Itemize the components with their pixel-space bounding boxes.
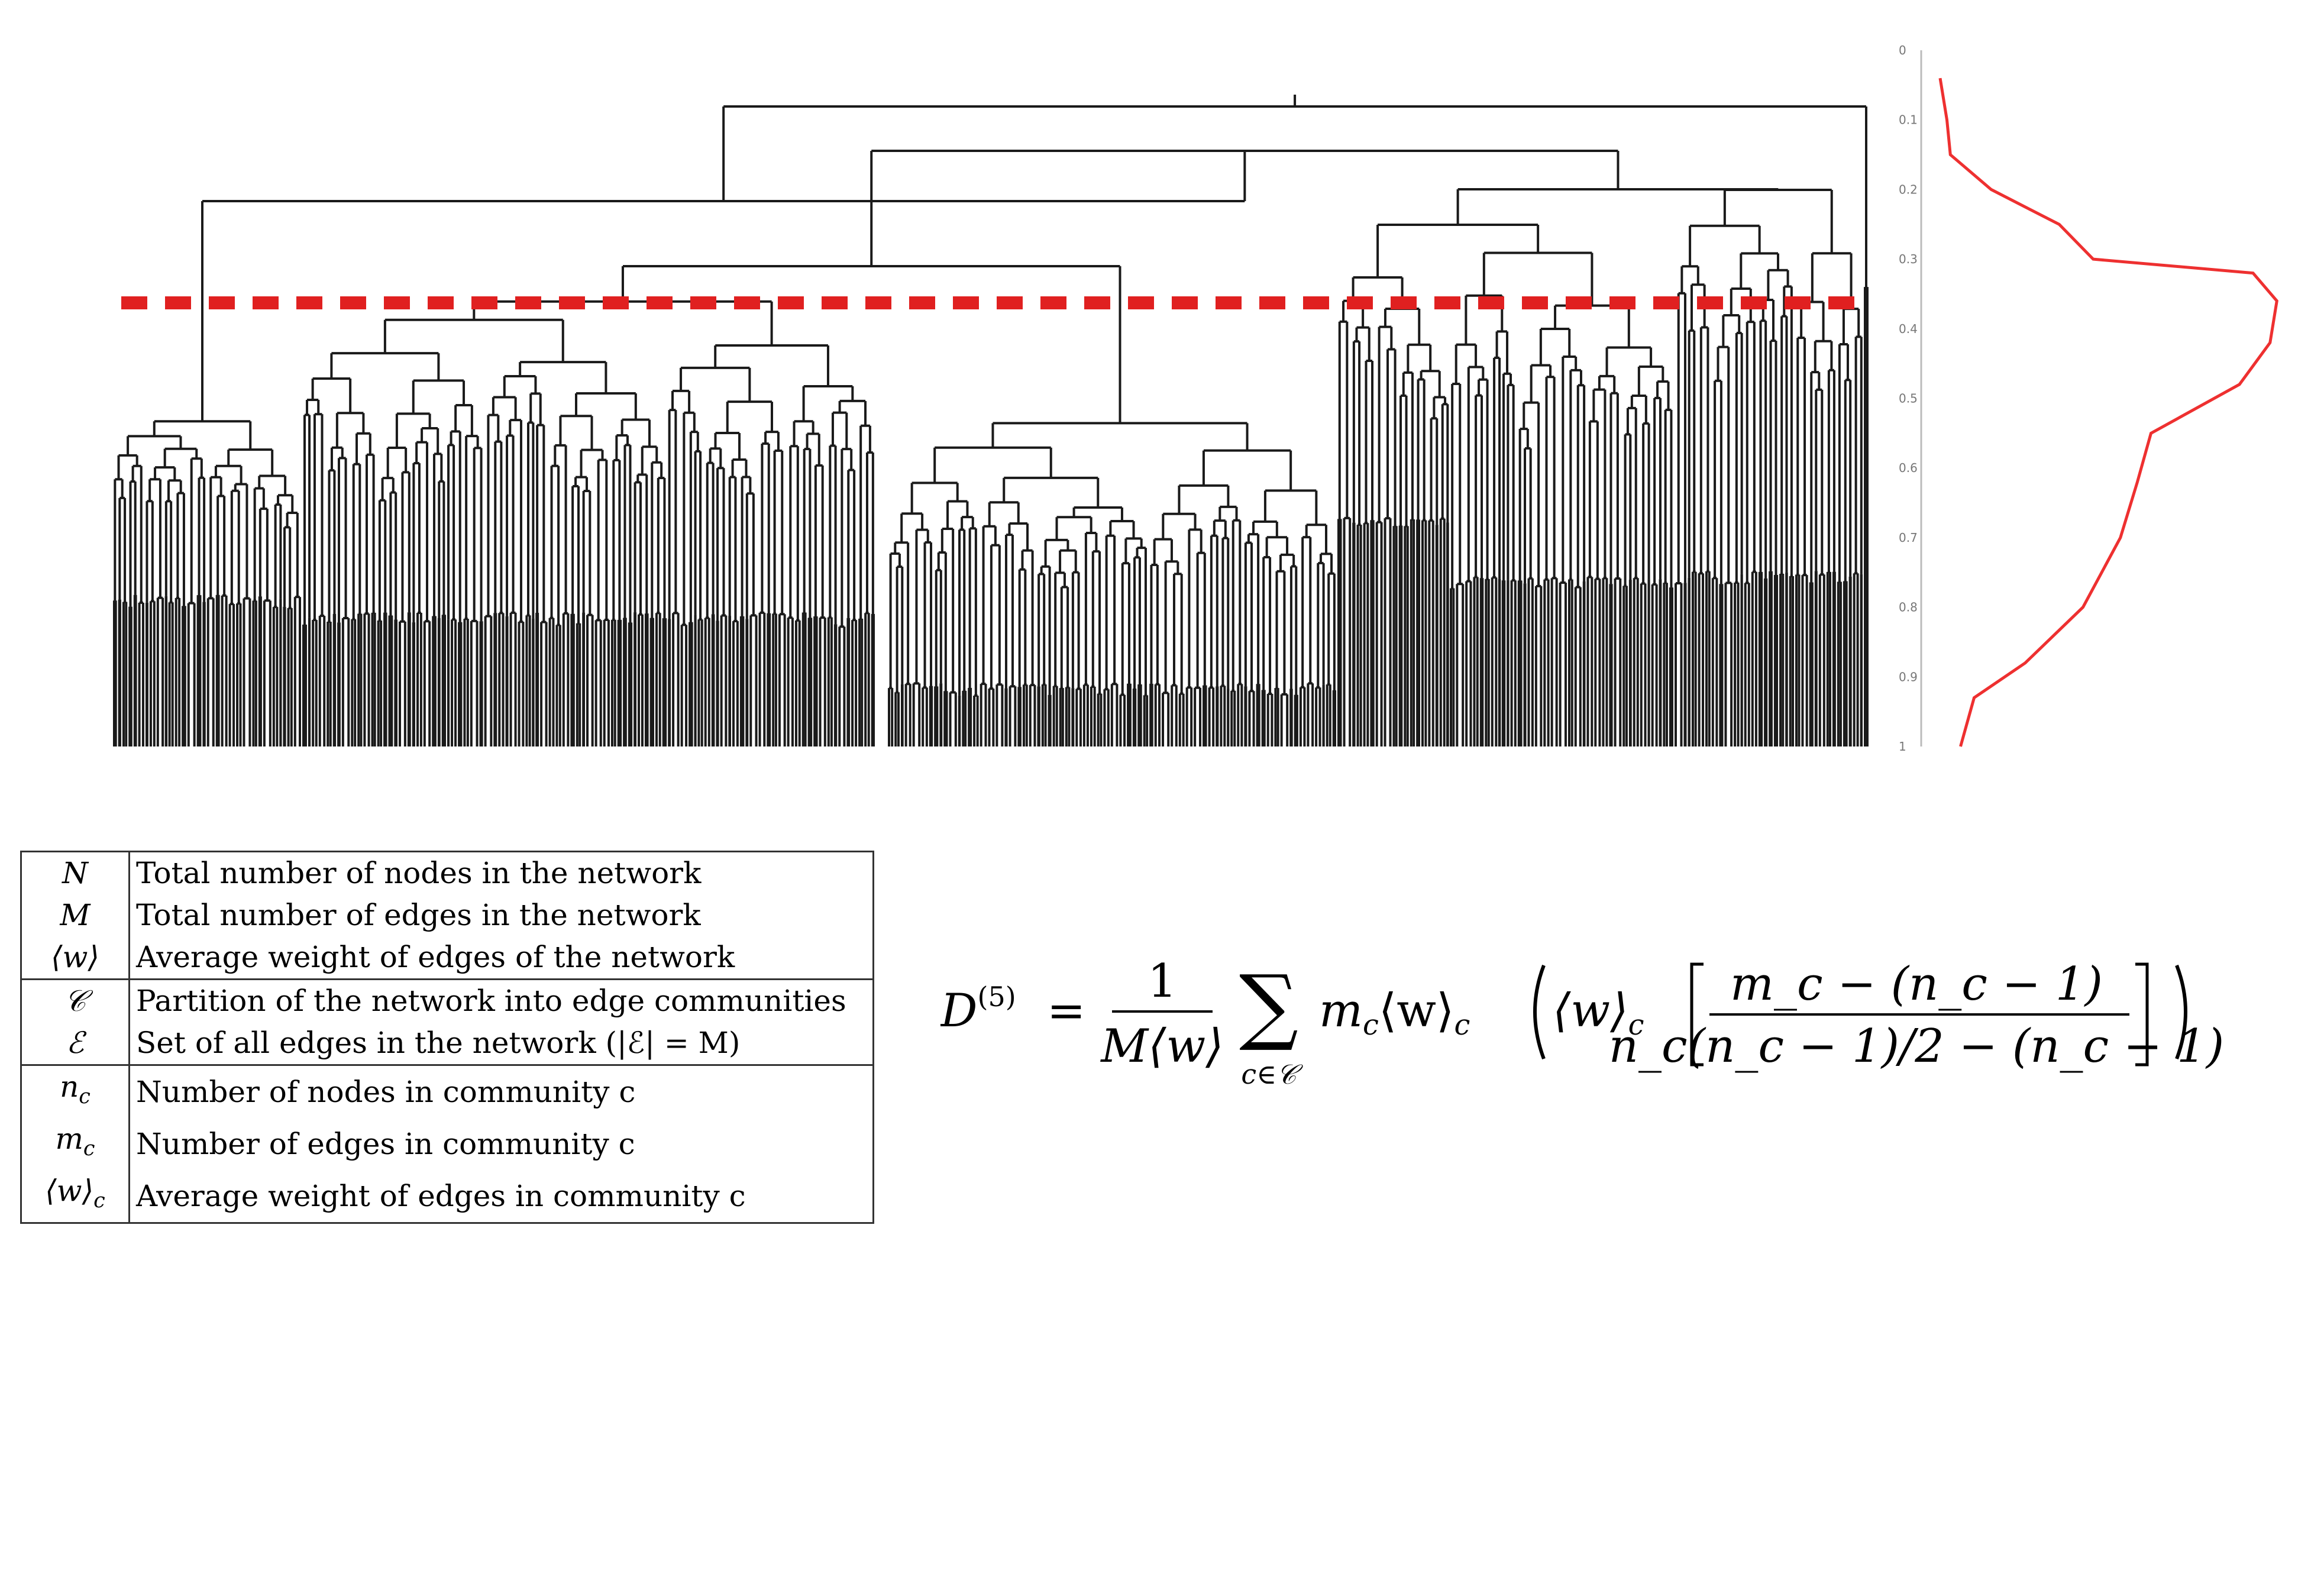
- notation-symbol: ℰ: [21, 1022, 130, 1065]
- density-tick-label: 0.1: [1899, 113, 1918, 127]
- dendrogram-tree: [113, 95, 1869, 746]
- notation-symbol: ⟨w⟩: [21, 936, 130, 980]
- inner-avgw: ⟨w⟩: [1553, 984, 1628, 1038]
- notation-symbol: 𝒞: [21, 978, 130, 1022]
- svg-text:D(5): D(5): [940, 981, 1016, 1038]
- notation-row: 𝒞 Partition of the network into edge comm…: [21, 978, 874, 1022]
- notation-description: Set of all edges in the network (|ℰ| = M…: [136, 1026, 741, 1060]
- dendrogram-figure: 0 0.1 0.2 0.3 0.4 0.5 0.6 0.7 0.8 0.9 1: [113, 43, 2278, 754]
- term-avgw-sub: c: [1454, 1009, 1470, 1042]
- svg-text:⟨w⟩c: ⟨w⟩c: [1553, 984, 1644, 1042]
- sum-symbol: ∑: [1239, 958, 1298, 1054]
- density-tick-label: 0.3: [1899, 252, 1918, 266]
- notation-row: ℰ Set of all edges in the network (|ℰ| = …: [21, 1022, 874, 1065]
- term-m: m: [1319, 984, 1363, 1038]
- notation-description: Number of edges in community c: [136, 1126, 635, 1161]
- notation-row: mc Number of edges in community c: [21, 1118, 874, 1170]
- sum-subscript: c∈𝒞: [1241, 1058, 1303, 1088]
- density-tick-label: 0.4: [1899, 322, 1918, 336]
- density-tick-label: 0.7: [1899, 531, 1918, 545]
- fraction-denominator: n_c(n_c − 1)/2 − (n_c − 1): [1609, 1020, 2224, 1073]
- notation-description: Partition of the network into edge commu…: [129, 978, 874, 1022]
- prefactor-numerator: 1: [1148, 955, 1177, 1008]
- notation-row: nc Number of nodes in community c: [21, 1064, 874, 1118]
- density-tick-label: 0.8: [1899, 600, 1918, 615]
- notation-description: Average weight of edges of the network: [136, 940, 735, 974]
- term-avgw: ⟨w⟩: [1379, 984, 1454, 1038]
- inner-avgw-sub: c: [1628, 1009, 1644, 1042]
- notation-symbol: M: [21, 894, 130, 936]
- partition-density-formula: D(5) = 1 M⟨w⟩ ∑ c∈𝒞 mc⟨w⟩c ⟨w⟩c m_c − (n…: [940, 955, 2224, 1088]
- density-tick-label: 0.6: [1899, 461, 1918, 475]
- notation-symbol: N: [21, 851, 130, 894]
- notation-symbol: nc: [21, 1064, 130, 1118]
- prefactor-denominator: M⟨w⟩: [1100, 1020, 1224, 1073]
- svg-text:mc⟨w⟩c: mc⟨w⟩c: [1319, 984, 1470, 1042]
- formula-lhs-sup: (5): [978, 981, 1016, 1013]
- notation-row: ⟨w⟩c Average weight of edges in community…: [21, 1170, 874, 1223]
- notation-row: M Total number of edges in the network: [21, 894, 874, 936]
- notation-symbol: mc: [21, 1118, 130, 1170]
- notation-description: Average weight of edges in community c: [136, 1178, 746, 1213]
- notation-symbol: ⟨w⟩c: [21, 1170, 130, 1223]
- notation-row: N Total number of nodes in the network: [21, 851, 874, 894]
- density-curve: [1938, 77, 2278, 747]
- density-tick-label: 0.5: [1899, 392, 1918, 406]
- notation-row: ⟨w⟩ Average weight of edges of the networ…: [21, 936, 874, 980]
- term-m-sub: c: [1363, 1009, 1379, 1042]
- density-tick-label: 0.9: [1899, 670, 1918, 684]
- density-tick-label: 0.2: [1899, 182, 1918, 196]
- formula-equals: =: [1047, 984, 1085, 1038]
- fraction-numerator: m_c − (n_c − 1): [1730, 958, 2103, 1011]
- notation-table: N Total number of nodes in the network M To…: [20, 851, 874, 1224]
- formula-lhs: D: [940, 984, 978, 1038]
- notation-description: Number of nodes in community c: [129, 1064, 874, 1118]
- notation-description: Total number of edges in the network: [136, 898, 701, 932]
- density-tick-label: 1: [1899, 739, 1906, 754]
- density-axis: 0 0.1 0.2 0.3 0.4 0.5 0.6 0.7 0.8 0.9 1: [1899, 43, 1922, 754]
- notation-description: Total number of nodes in the network: [136, 856, 702, 890]
- density-tick-label: 0: [1899, 43, 1906, 57]
